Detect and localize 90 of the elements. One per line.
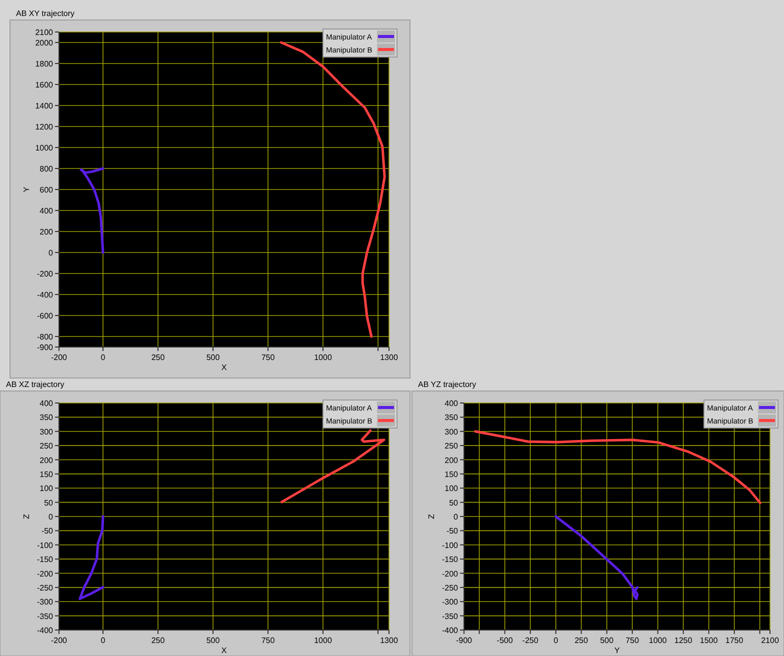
- y-tick-label: 1000: [35, 144, 54, 152]
- y-tick-label: 300: [444, 427, 459, 436]
- y-tick-label: 400: [40, 399, 54, 408]
- x-tick-label: -500: [496, 636, 514, 645]
- x-tick-label: 500: [206, 353, 220, 362]
- y-tick-label: 1200: [35, 122, 54, 132]
- x-tick-label: 250: [574, 636, 589, 645]
- y-tick-label: 250: [444, 442, 459, 451]
- x-tick-label: 2100: [761, 636, 780, 645]
- y-tick-label: -400: [442, 626, 459, 635]
- y-tick-label: 0: [48, 512, 54, 522]
- x-tick-label: 0: [100, 353, 106, 362]
- x-tick-label: 0: [100, 636, 106, 645]
- y-tick-label: 100: [40, 484, 54, 494]
- y-tick-label: 50: [449, 498, 459, 508]
- line-series: [554, 515, 639, 600]
- y-tick-label: 250: [40, 442, 54, 451]
- x-tick-label: 0: [554, 636, 559, 645]
- x-tick-label: 250: [151, 636, 166, 645]
- x-axis-title: X: [221, 363, 228, 372]
- y-tick-label: 100: [444, 484, 459, 494]
- x-tick-label: 1250: [674, 636, 693, 645]
- y-tick-label: -300: [36, 598, 54, 607]
- y-tick-label: 300: [40, 427, 54, 436]
- y-tick-label: -50: [446, 526, 459, 536]
- y-tick-label: 200: [40, 456, 54, 465]
- y-tick-label: 200: [444, 456, 459, 465]
- y-tick-label: 2100: [35, 28, 54, 37]
- chart-title: AB XZ trajectory: [6, 380, 64, 389]
- chart-title: AB XY trajectory: [16, 9, 75, 18]
- y-tick-label: 1800: [35, 60, 54, 68]
- line-series: [474, 430, 762, 504]
- x-tick-label: 1300: [380, 636, 398, 645]
- y-tick-label: 0: [454, 512, 459, 522]
- y-tick-label: -200: [442, 569, 459, 578]
- x-tick-label: 750: [261, 636, 276, 645]
- x-tick-label: 1750: [725, 636, 744, 645]
- chart-title: AB YZ trajectory: [418, 380, 476, 389]
- y-tick-label: -400: [36, 290, 54, 300]
- y-tick-label: 350: [444, 413, 459, 422]
- y-tick-label: -50: [41, 526, 54, 536]
- y-tick-label: -150: [442, 555, 459, 564]
- y-tick-label: -800: [36, 332, 54, 342]
- y-axis-title: Z: [427, 514, 436, 519]
- y-tick-label: -400: [36, 626, 54, 635]
- x-tick-label: -250: [522, 636, 539, 645]
- y-axis-title: Z: [22, 514, 31, 519]
- x-tick-label: 1000: [648, 636, 668, 645]
- y-axis-title: Y: [22, 186, 31, 192]
- y-tick-label: 150: [40, 470, 54, 479]
- y-tick-label: -300: [442, 598, 459, 607]
- line-series: [80, 167, 104, 254]
- x-tick-label: 750: [626, 636, 640, 645]
- line-series: [78, 515, 104, 600]
- y-tick-label: -350: [442, 612, 459, 621]
- x-tick-label: 1000: [314, 636, 332, 645]
- x-tick-label: 1300: [380, 353, 398, 362]
- x-tick-label: 750: [261, 353, 276, 362]
- y-tick-label: -150: [36, 555, 54, 564]
- y-tick-label: 600: [40, 186, 54, 194]
- y-tick-label: 350: [40, 413, 54, 422]
- y-tick-label: -600: [36, 312, 54, 320]
- y-tick-label: 0: [48, 248, 54, 258]
- line-series: [280, 429, 386, 504]
- y-tick-label: 2000: [35, 38, 54, 48]
- y-tick-label: 400: [444, 399, 459, 408]
- x-tick-label: 1000: [314, 353, 332, 362]
- y-tick-label: 400: [40, 206, 54, 216]
- x-tick-label: -900: [456, 636, 473, 645]
- y-tick-label: 150: [444, 470, 459, 479]
- y-tick-label: 50: [44, 498, 54, 508]
- x-tick-label: 500: [600, 636, 614, 645]
- y-tick-label: 800: [40, 164, 54, 174]
- x-axis-title: Y: [614, 646, 620, 655]
- x-tick-label: 250: [151, 353, 166, 362]
- line-series: [280, 41, 386, 338]
- y-tick-label: 1400: [35, 102, 54, 110]
- y-tick-label: 1600: [35, 80, 54, 90]
- y-tick-label: -350: [36, 612, 54, 621]
- x-axis-title: X: [221, 646, 228, 655]
- x-tick-label: 500: [206, 636, 220, 645]
- y-tick-label: -250: [36, 583, 54, 592]
- x-tick-label: 1500: [700, 636, 718, 645]
- y-tick-label: 200: [40, 228, 54, 236]
- y-tick-label: -100: [36, 540, 54, 550]
- y-tick-label: -200: [36, 569, 54, 578]
- y-tick-label: -100: [442, 540, 459, 550]
- y-tick-label: -900: [36, 343, 54, 352]
- y-tick-label: -200: [36, 270, 54, 278]
- y-tick-label: -250: [442, 583, 459, 592]
